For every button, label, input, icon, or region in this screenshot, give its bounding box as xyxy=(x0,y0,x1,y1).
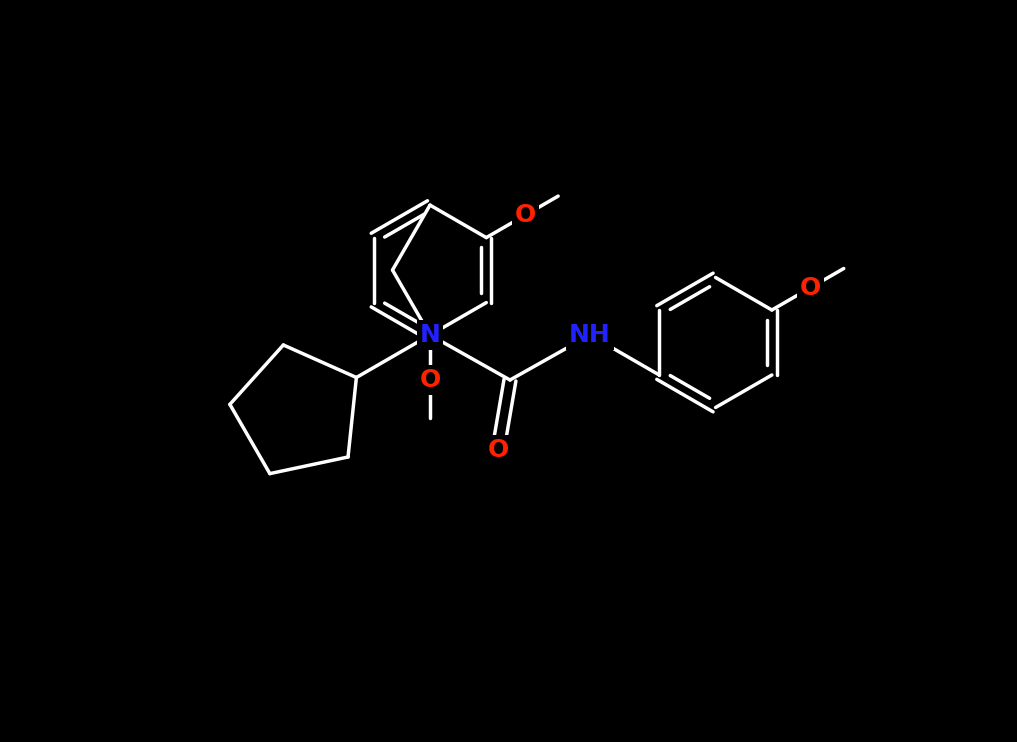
Text: O: O xyxy=(487,438,508,462)
Text: NH: NH xyxy=(570,323,611,347)
Text: O: O xyxy=(515,203,536,227)
Text: O: O xyxy=(419,368,440,392)
Text: N: N xyxy=(420,323,440,347)
Text: O: O xyxy=(800,275,822,300)
